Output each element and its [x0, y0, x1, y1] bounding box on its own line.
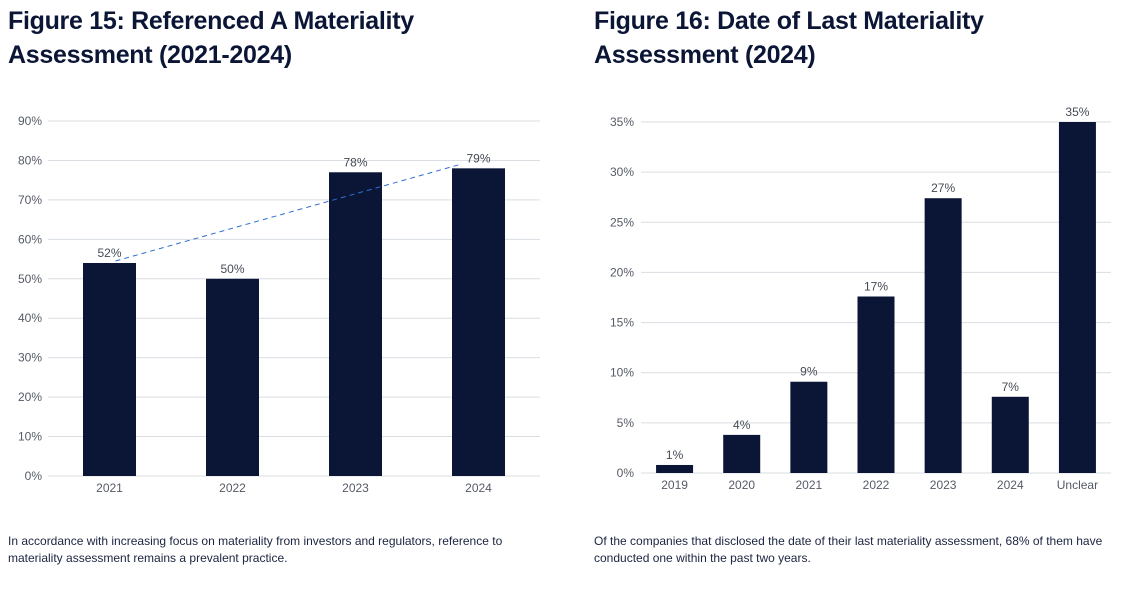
- figure-16-panel: Figure 16: Date of Last Materiality Asse…: [586, 0, 1148, 595]
- fig15-y-tick-label: 50%: [18, 272, 42, 286]
- fig15-data-label: 52%: [97, 246, 121, 260]
- fig16-x-tick-label: 2020: [728, 478, 755, 492]
- figure-16-title: Figure 16: Date of Last Materiality Asse…: [594, 4, 1134, 72]
- fig16-x-tick-label: Unclear: [1057, 478, 1098, 492]
- fig15-x-tick-label: 2021: [96, 481, 123, 495]
- fig16-bar-2019: [656, 464, 694, 473]
- figure-16-caption: Of the companies that disclosed the date…: [594, 534, 1103, 565]
- fig16-bar-2023: [924, 198, 962, 473]
- figure-15-title: Figure 15: Referenced A Materiality Asse…: [8, 4, 548, 72]
- fig15-y-tick-label: 60%: [18, 232, 42, 246]
- figure-15-title-line1: Figure 15: Referenced A Materiality: [8, 7, 414, 35]
- fig16-x-tick-label: 2023: [930, 478, 957, 492]
- fig16-bar-2022: [857, 296, 895, 473]
- fig15-bar-2024: [452, 168, 505, 476]
- fig15-x-tick-label: 2022: [219, 481, 246, 495]
- fig16-bar-2021: [790, 381, 828, 473]
- fig16-data-label: 35%: [1065, 105, 1089, 119]
- fig15-x-tick-label: 2024: [465, 481, 492, 495]
- figure-16-bar-chart: 0% 5% 10% 15% 20% 25% 30% 35% 1% 2019 4% 2020 9% 2021…: [610, 105, 1111, 492]
- fig16-data-label: 4%: [733, 418, 751, 432]
- fig15-data-label: 79%: [466, 151, 490, 165]
- figure-16-title-line2: Assessment (2024): [594, 41, 816, 69]
- fig15-bar-2022: [206, 278, 259, 476]
- fig16-y-tick-label: 0%: [617, 466, 635, 480]
- fig15-data-label: 78%: [343, 155, 367, 169]
- fig15-bar-2023: [329, 172, 382, 476]
- fig16-y-tick-label: 15%: [610, 316, 634, 330]
- fig15-y-tick-label: 70%: [18, 193, 42, 207]
- fig16-y-tick-label: 30%: [610, 165, 634, 179]
- fig16-y-tick-label: 10%: [610, 366, 634, 380]
- fig16-y-tick-label: 5%: [617, 416, 635, 430]
- figure-15-caption: In accordance with increasing focus on m…: [8, 534, 503, 565]
- fig16-bar-unclear: [1058, 122, 1096, 473]
- fig16-data-label: 7%: [1002, 380, 1020, 394]
- fig15-trendline: [115, 163, 461, 262]
- fig15-y-tick-label: 40%: [18, 311, 42, 325]
- fig16-y-tick-label: 25%: [610, 215, 634, 229]
- fig15-y-tick-label: 90%: [18, 114, 42, 128]
- fig16-x-tick-label: 2019: [661, 478, 688, 492]
- fig16-y-tick-label: 35%: [610, 115, 634, 129]
- fig16-y-tick-label: 20%: [610, 265, 634, 279]
- fig16-data-label: 27%: [931, 181, 955, 195]
- fig15-data-label: 50%: [220, 262, 244, 276]
- fig16-data-label: 1%: [666, 448, 684, 462]
- fig15-x-tick-label: 2023: [342, 481, 369, 495]
- fig15-y-tick-label: 10%: [18, 430, 42, 444]
- fig15-bar-2021: [83, 263, 136, 476]
- fig16-x-tick-label: 2022: [863, 478, 890, 492]
- fig15-y-tick-label: 80%: [18, 153, 42, 167]
- fig16-x-tick-label: 2021: [796, 478, 823, 492]
- fig16-data-label: 9%: [800, 365, 818, 379]
- fig15-y-tick-label: 0%: [25, 469, 43, 483]
- fig16-bar-2024: [991, 396, 1029, 473]
- figure-15-bar-chart: 0% 10% 20% 30% 40% 50% 60% 70% 80% 90% 52% 2021 50% 2…: [18, 114, 540, 495]
- figure-16-title-line1: Figure 16: Date of Last Materiality: [594, 7, 984, 35]
- fig15-y-tick-label: 30%: [18, 351, 42, 365]
- fig16-bar-2020: [723, 434, 761, 473]
- figure-15-title-line2: Assessment (2021-2024): [8, 41, 292, 69]
- figure-15-panel: Figure 15: Referenced A Materiality Asse…: [0, 0, 560, 595]
- fig16-x-tick-label: 2024: [997, 478, 1024, 492]
- fig16-data-label: 17%: [864, 279, 888, 293]
- fig15-y-tick-label: 20%: [18, 390, 42, 404]
